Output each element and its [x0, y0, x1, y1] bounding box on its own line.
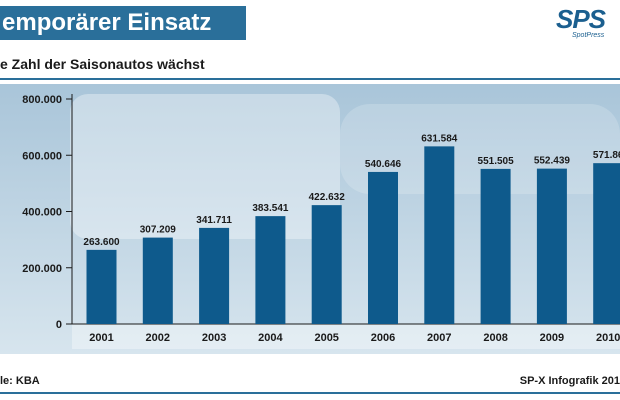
bar-chart: 0 200.000 400.000 600.000 800.000 263.600 200… — [0, 84, 620, 354]
bar-2005 — [311, 205, 342, 324]
logo-text: SPS — [556, 4, 606, 34]
bar-2006 — [368, 171, 398, 324]
x-tick-label: 2006 — [371, 332, 395, 344]
bar-2003 — [199, 227, 230, 324]
bar-2008 — [480, 168, 511, 324]
bar-value-label: 631.584 — [421, 133, 458, 144]
bar-value-label: 422.632 — [309, 192, 346, 203]
x-tick-label: 2010 — [596, 332, 620, 344]
x-tick-label: 2003 — [202, 332, 226, 344]
y-tick-label: 600.000 — [22, 150, 62, 162]
bar-value-label: 540.646 — [365, 159, 402, 170]
bar-value-label: 307.209 — [140, 225, 177, 236]
x-tick-label: 2008 — [483, 332, 507, 344]
x-tick-label: 2007 — [427, 332, 451, 344]
y-tick-label: 400.000 — [22, 207, 62, 219]
bar-value-label: 341.711 — [196, 215, 232, 226]
credit-note: SP-X Infografik 201 — [519, 375, 620, 387]
bar-2002 — [142, 237, 173, 324]
header-divider — [0, 78, 620, 80]
bar-value-label: 552.439 — [534, 156, 571, 167]
x-tick-label: 2005 — [314, 332, 338, 344]
bar-value-label: 551.505 — [478, 156, 515, 167]
bar-2010 — [593, 163, 620, 324]
page-title: emporärer Einsatz — [0, 6, 246, 40]
bar-2004 — [255, 216, 286, 324]
y-tick-label: 0 — [56, 319, 62, 331]
bar-2001 — [86, 249, 117, 324]
bar-value-label: 263.600 — [83, 237, 120, 248]
bar-value-label: 383.541 — [252, 203, 289, 214]
spotpress-logo: SPS SpotPress — [556, 4, 620, 44]
logo-subtext: SpotPress — [572, 32, 605, 39]
x-tick-label: 2004 — [258, 332, 283, 344]
footer-divider — [0, 392, 620, 394]
x-tick-label: 2009 — [540, 332, 564, 344]
bar-2009 — [536, 168, 567, 324]
y-tick-label: 200.000 — [22, 263, 62, 275]
background-plate-shape — [70, 94, 340, 239]
x-tick-label: 2001 — [89, 332, 113, 344]
bar-2007 — [424, 146, 455, 324]
source-note: le: KBA — [0, 375, 40, 387]
chart-subtitle: e Zahl der Saisonautos wächst — [0, 56, 205, 72]
x-axis-band — [72, 324, 620, 349]
y-tick-label: 800.000 — [22, 94, 62, 106]
bar-value-label: 571.86 — [593, 150, 620, 161]
x-tick-label: 2002 — [146, 332, 170, 344]
